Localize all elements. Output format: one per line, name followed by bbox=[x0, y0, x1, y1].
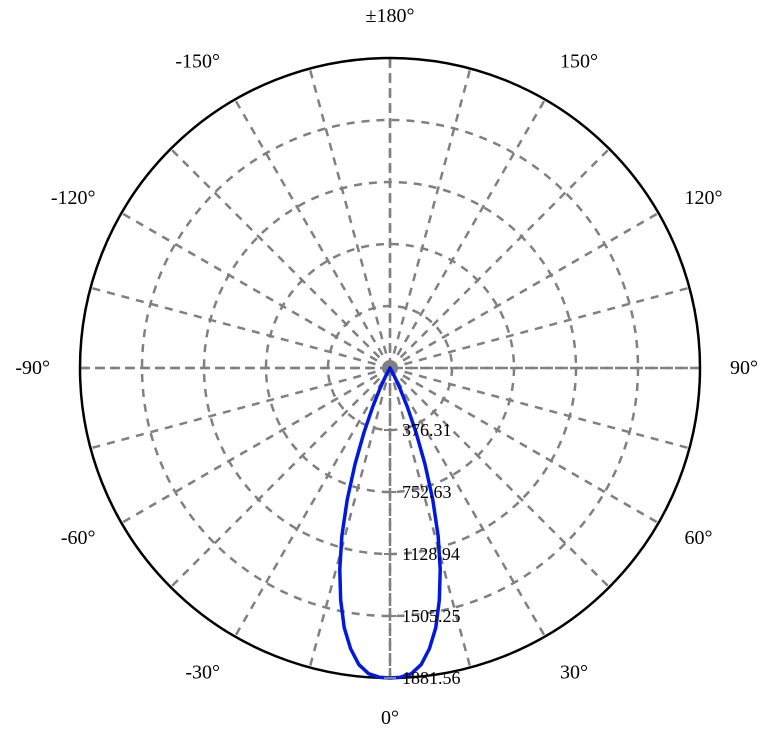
angle-label: -30° bbox=[185, 661, 220, 683]
radial-tick-label: 1505.25 bbox=[402, 606, 461, 626]
radial-tick-label: 1128.94 bbox=[402, 544, 460, 564]
angle-label: ±180° bbox=[366, 5, 415, 27]
angle-label: 90° bbox=[730, 357, 758, 379]
angle-label: 0° bbox=[381, 707, 399, 729]
angle-label: -120° bbox=[51, 187, 96, 209]
radial-tick-label: 752.63 bbox=[402, 482, 452, 502]
angle-label: -150° bbox=[175, 51, 220, 73]
radial-tick-label: 376.31 bbox=[402, 420, 452, 440]
polar-chart: 376.31 752.63 1128.94 1505.25 1881.56 ±180° 15… bbox=[0, 0, 764, 732]
radial-tick-label: 1881.56 bbox=[402, 668, 461, 688]
angle-label: -60° bbox=[61, 527, 96, 549]
angle-label: 30° bbox=[560, 661, 588, 683]
angle-label: -90° bbox=[15, 357, 50, 379]
angle-label: 120° bbox=[684, 187, 722, 209]
polar-svg: 376.31 752.63 1128.94 1505.25 1881.56 ±180° 15… bbox=[0, 0, 764, 732]
angle-label: 150° bbox=[560, 51, 598, 73]
angle-label: 60° bbox=[684, 527, 712, 549]
